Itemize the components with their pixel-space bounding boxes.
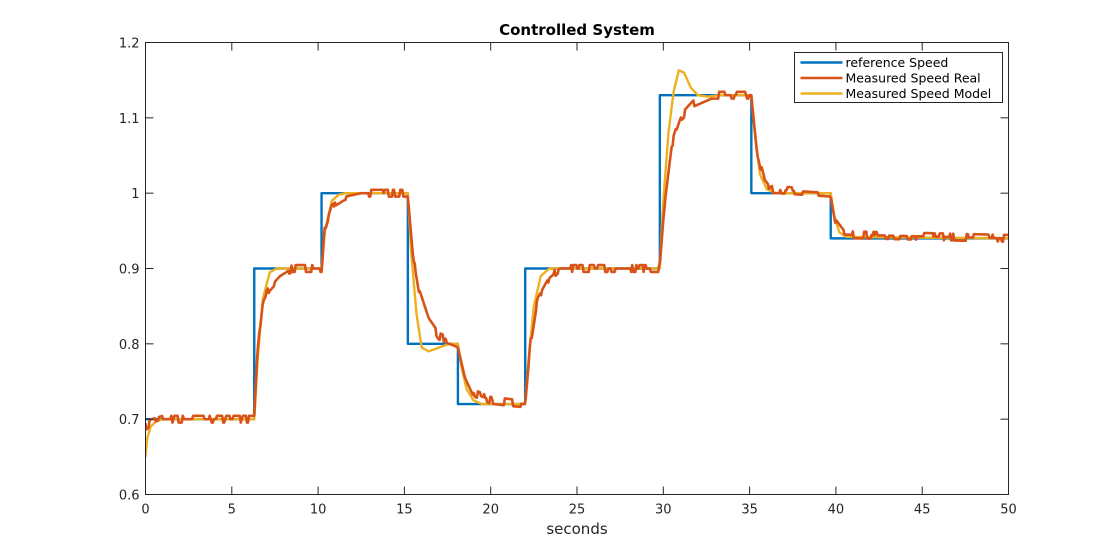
y-tick-label: 1	[131, 187, 139, 202]
y-tick-label: 1.1	[119, 112, 140, 127]
x-tick-label: 45	[914, 503, 931, 518]
x-tick-label: 10	[310, 503, 327, 518]
x-tick-label: 35	[741, 503, 758, 518]
x-tick-label: 25	[569, 503, 586, 518]
legend-label: reference Speed	[846, 55, 949, 70]
y-tick-label: 0.8	[119, 338, 140, 353]
x-tick-label: 40	[828, 503, 845, 518]
y-tick-label: 0.7	[119, 413, 140, 428]
y-tick-label: 1.2	[119, 37, 140, 52]
legend-label: Measured Speed Model	[846, 86, 992, 101]
chart-title: Controlled System	[499, 21, 655, 39]
legend-label: Measured Speed Real	[846, 71, 981, 86]
y-tick-label: 0.6	[119, 489, 140, 504]
x-tick-label: 5	[228, 503, 236, 518]
series-line-measured-speed-real	[145, 90, 1009, 431]
x-axis-label: seconds	[546, 520, 607, 538]
y-tick-label: 0.9	[119, 263, 140, 278]
x-tick-label: 30	[655, 503, 672, 518]
x-tick-label: 0	[141, 503, 149, 518]
x-tick-label: 20	[482, 503, 499, 518]
x-tick-label: 15	[396, 503, 413, 518]
x-tick-label: 50	[1000, 503, 1017, 518]
